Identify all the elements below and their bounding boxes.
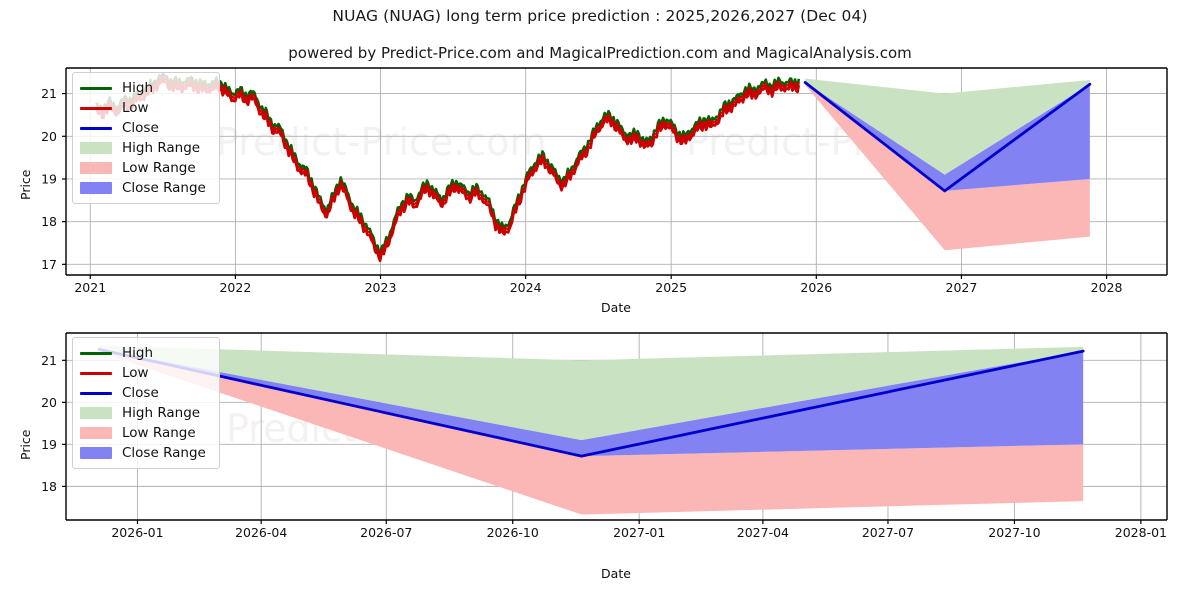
top-legend-item-high[interactable]: High [79, 78, 211, 98]
legend-line-swatch-icon [79, 386, 113, 400]
bottom-legend-item-close-range[interactable]: Close Range [79, 443, 211, 463]
x-tick-label: 2022 [219, 280, 251, 295]
legend-patch-swatch-icon [79, 446, 113, 460]
legend-patch-swatch-icon [79, 426, 113, 440]
forecast-close-line [97, 347, 1085, 458]
bottom-chart-legend[interactable]: High Low Close High Range Low Range Close Ran… [72, 337, 220, 469]
bottom-legend-item-low[interactable]: Low [79, 363, 211, 383]
legend-item-label: Close Range [122, 445, 206, 461]
top-chart-legend[interactable]: High Low Close High Range Low Range Close Ran… [72, 72, 220, 204]
legend-item-label: High Range [122, 140, 201, 156]
page-title: NUAG (NUAG) long term price prediction :… [332, 7, 868, 25]
forecast-close-line [803, 81, 1092, 193]
legend-patch-swatch-icon [79, 141, 113, 155]
x-tick-label: 2027-01 [613, 525, 665, 540]
top-chart-panel: Predict-Price.com Predict-Price.com 17 18 19… [0, 60, 1200, 310]
top-legend-item-high-range[interactable]: High Range [79, 138, 211, 158]
x-tick-label: 2027-07 [862, 525, 914, 540]
legend-patch-swatch-icon [79, 181, 113, 195]
x-tick-label: 2026-10 [487, 525, 539, 540]
high-range-band [98, 345, 1084, 441]
x-tick-label: 2021 [74, 280, 106, 295]
y-tick-label: 21 [41, 86, 57, 101]
close-range-band [98, 349, 1084, 457]
x-tick-label: 2026-07 [360, 525, 412, 540]
x-tick-label: 2027-04 [737, 525, 789, 540]
bottom-legend-item-high[interactable]: High [79, 343, 211, 363]
top-legend-item-close[interactable]: Close [79, 118, 211, 138]
x-tick-label: 2025 [655, 280, 687, 295]
top-legend-item-low-range[interactable]: Low Range [79, 158, 211, 178]
low-range-band [98, 349, 1084, 515]
top-legend-item-close-range[interactable]: Close Range [79, 178, 211, 198]
x-tick-label: 2027 [946, 280, 978, 295]
legend-item-label: Low [122, 365, 149, 381]
bottom-legend-item-low-range[interactable]: Low Range [79, 423, 211, 443]
legend-item-label: Low Range [122, 160, 196, 176]
x-tick-label: 2028-01 [1115, 525, 1167, 540]
close-range-band [805, 82, 1090, 191]
top-y-axis-label: Price [18, 169, 33, 201]
legend-line-swatch-icon [79, 101, 113, 115]
x-tick-label: 2024 [510, 280, 542, 295]
y-tick-label: 17 [41, 257, 57, 272]
legend-item-label: Close [122, 120, 159, 136]
legend-line-swatch-icon [79, 81, 113, 95]
legend-item-label: High [122, 345, 154, 361]
legend-line-swatch-icon [79, 346, 113, 360]
legend-patch-swatch-icon [79, 161, 113, 175]
legend-item-label: High [122, 80, 154, 96]
y-tick-label: 21 [41, 353, 57, 368]
y-tick-label: 19 [41, 437, 57, 452]
legend-item-label: Close Range [122, 180, 206, 196]
legend-item-label: Low Range [122, 425, 196, 441]
low-range-band [805, 82, 1090, 251]
watermark-text: Predict-Price.com [216, 120, 547, 164]
y-tick-label: 19 [41, 171, 57, 186]
legend-item-label: Low [122, 100, 149, 116]
high-range-band [805, 78, 1090, 175]
y-tick-label: 20 [41, 129, 57, 144]
y-tick-label: 20 [41, 395, 57, 410]
y-tick-label: 18 [41, 479, 57, 494]
page-subtitle: powered by Predict-Price.com and Magical… [288, 44, 912, 62]
x-tick-label: 2026 [800, 280, 832, 295]
legend-item-label: High Range [122, 405, 201, 421]
legend-item-label: Close [122, 385, 159, 401]
bottom-y-axis-label: Price [18, 429, 33, 461]
bottom-legend-item-high-range[interactable]: High Range [79, 403, 211, 423]
legend-line-swatch-icon [79, 121, 113, 135]
bottom-x-axis-label: Date [601, 566, 631, 581]
legend-line-swatch-icon [79, 366, 113, 380]
legend-patch-swatch-icon [79, 406, 113, 420]
x-tick-label: 2023 [365, 280, 397, 295]
top-chart-svg: Predict-Price.com Predict-Price.com171819… [41, 67, 1168, 295]
bottom-chart-panel: Predict-Price.com181920212026-012026-042… [0, 325, 1200, 555]
x-tick-label: 2028 [1091, 280, 1123, 295]
x-tick-label: 2026-04 [235, 525, 287, 540]
x-tick-label: 2026-01 [111, 525, 163, 540]
x-tick-label: 2027-10 [988, 525, 1040, 540]
top-legend-item-low[interactable]: Low [79, 98, 211, 118]
y-tick-label: 18 [41, 214, 57, 229]
top-x-axis-label: Date [601, 300, 631, 315]
bottom-chart-svg: Predict-Price.com181920212026-012026-042… [41, 332, 1168, 540]
bottom-legend-item-close[interactable]: Close [79, 383, 211, 403]
